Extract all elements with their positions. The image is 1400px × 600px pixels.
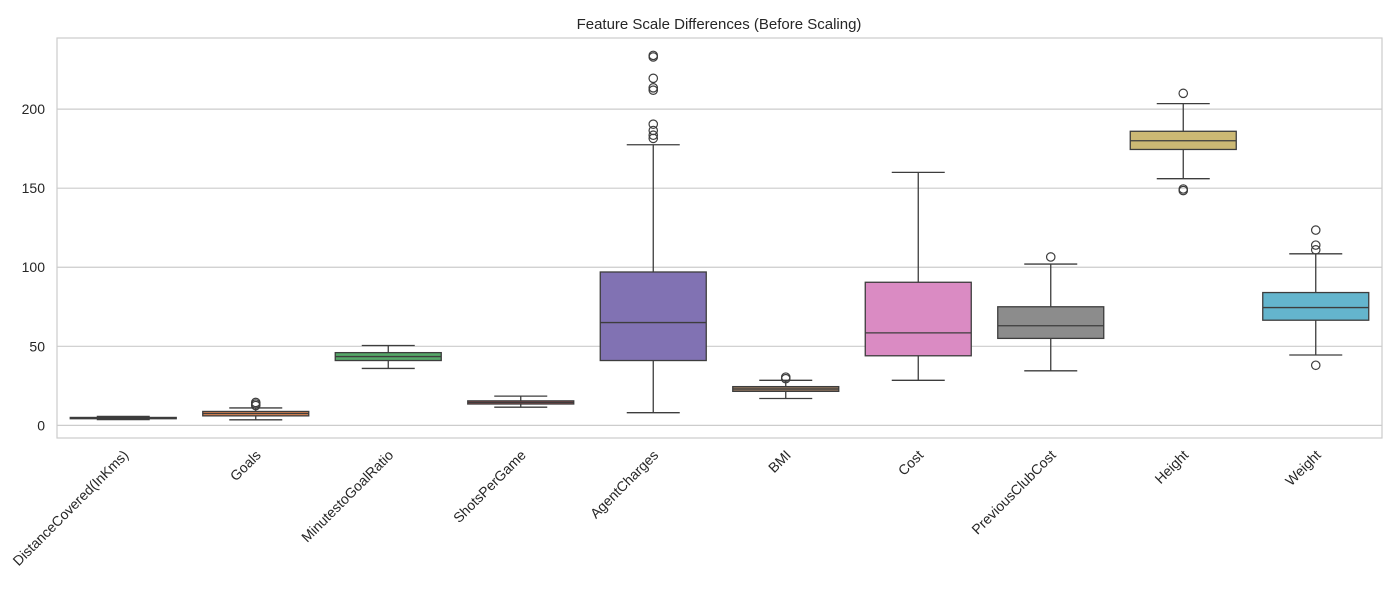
box-group-PreviousClubCost: [997, 252, 1105, 372]
box-group-DistanceCovered(InKms): [69, 415, 177, 421]
outlier-point: [648, 73, 659, 84]
outlier-point: [1178, 88, 1189, 99]
chart-title: Feature Scale Differences (Before Scalin…: [577, 16, 862, 33]
outlier-point: [648, 50, 659, 61]
box-group-Weight: [1262, 225, 1370, 371]
box-group-BMI: [732, 372, 840, 400]
x-tick-label: PreviousClubCost: [968, 447, 1059, 538]
outlier-point: [1310, 240, 1321, 250]
box: [1262, 291, 1370, 321]
outlier-point: [648, 125, 659, 136]
outlier-point: [648, 83, 659, 93]
y-tick-label: 50: [29, 338, 45, 354]
x-tick-label: BMI: [765, 447, 794, 476]
outlier-point: [1310, 360, 1321, 371]
outlier-point: [648, 85, 659, 95]
y-tick-label: 0: [37, 417, 45, 433]
x-tick-label: Weight: [1282, 447, 1324, 489]
x-tick-label: ShotsPerGame: [450, 447, 529, 526]
outlier-point: [1045, 252, 1056, 262]
grid-layer: [57, 108, 1382, 426]
outlier-point: [648, 130, 659, 141]
x-tick-label: AgentCharges: [587, 447, 662, 522]
x-tick-label: MinutestoGoalRatio: [298, 447, 396, 545]
plot-frame: [56, 37, 1383, 439]
box-group-ShotsPerGame: [467, 395, 575, 408]
outlier-point: [648, 119, 659, 129]
y-tick-labels: 0 50 100 150 200: [22, 101, 46, 433]
y-tick-label: 150: [22, 180, 46, 196]
x-tick-label: Goals: [227, 447, 264, 484]
box-group-Goals: [202, 397, 310, 421]
outlier-point: [1178, 184, 1189, 194]
box-group-AgentCharges: [599, 50, 707, 414]
box-group-MinutestoGoalRatio: [334, 344, 442, 370]
box-layer: [69, 50, 1370, 421]
outlier-point: [1310, 225, 1321, 235]
outlier-point: [250, 397, 261, 408]
outlier-point: [1310, 245, 1321, 255]
x-tick-label: DistanceCovered(InKms): [9, 447, 131, 569]
x-tick-label: Height: [1151, 447, 1191, 487]
y-tick-label: 100: [22, 259, 46, 275]
box: [599, 271, 707, 362]
box-group-Height: [1129, 88, 1237, 196]
box-group-Cost: [864, 171, 972, 381]
box: [864, 281, 972, 357]
x-tick-label: Cost: [895, 447, 927, 479]
x-tick-labels: DistanceCovered(InKms) Goals MinutestoGoal…: [9, 447, 1323, 569]
y-tick-label: 200: [22, 101, 46, 117]
box: [997, 306, 1105, 340]
outlier-point: [780, 372, 791, 382]
